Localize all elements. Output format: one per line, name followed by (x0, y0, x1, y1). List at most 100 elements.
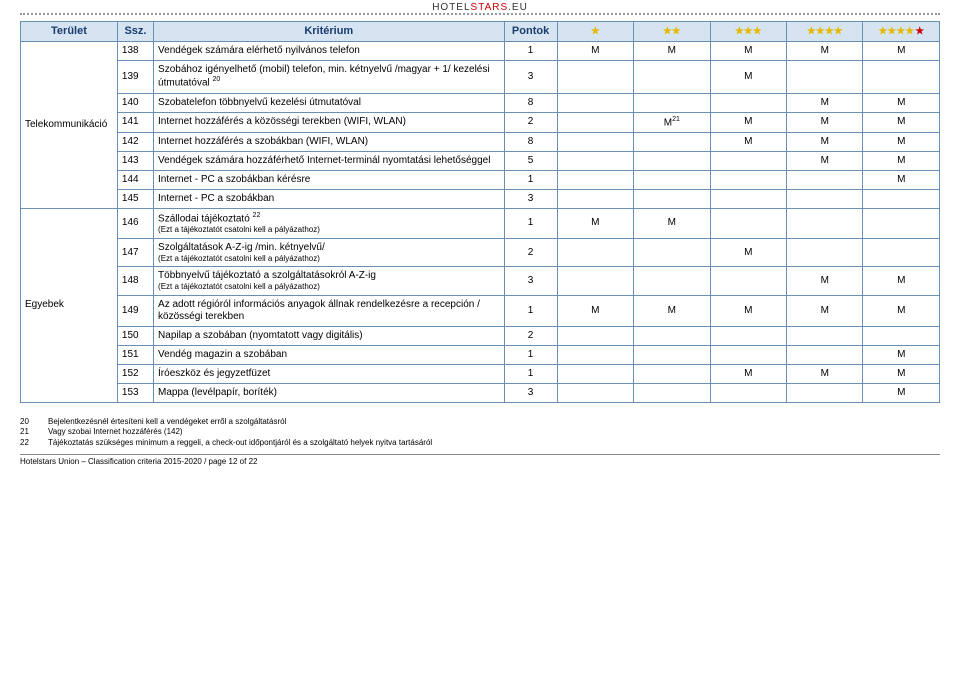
hdr-ssz: Ssz. (117, 22, 153, 42)
star-cell (557, 326, 633, 345)
criterion-cell: Íróeszköz és jegyzetfüzet (154, 364, 504, 383)
table-row: 139Szobához igényelhető (mobil) telefon,… (21, 61, 940, 93)
ssz-cell: 143 (117, 151, 153, 170)
footnotes: 20Bejelentkezésnél értesíteni kell a ven… (20, 417, 940, 448)
points-cell: 5 (504, 151, 557, 170)
star-cell (634, 345, 710, 364)
table-header-row: Terület Ssz. Kritérium Pontok ★ ★★ ★★★ ★… (21, 22, 940, 42)
criterion-cell: Szobatelefon többnyelvű kezelési útmutat… (154, 93, 504, 112)
star-cell (710, 208, 786, 238)
points-cell: 3 (504, 189, 557, 208)
criterion-cell: Internet hozzáférés a közösségi terekben… (154, 112, 504, 132)
star-cell (557, 383, 633, 402)
table-row: 148Többnyelvű tájékoztató a szolgáltatás… (21, 267, 940, 296)
star-cell (634, 151, 710, 170)
criterion-cell: Többnyelvű tájékoztató a szolgáltatásokr… (154, 267, 504, 296)
star-cell: M (863, 112, 940, 132)
ssz-cell: 146 (117, 208, 153, 238)
criterion-cell: Internet - PC a szobákban (154, 189, 504, 208)
star-cell (863, 326, 940, 345)
logo-tld: .EU (508, 2, 528, 13)
star-cell (634, 326, 710, 345)
ssz-cell: 149 (117, 295, 153, 326)
ssz-cell: 147 (117, 238, 153, 267)
star-cell (557, 93, 633, 112)
table-row: 153Mappa (levélpapír, boríték)3M (21, 383, 940, 402)
logo-bar: HOTELSTARS.EU (20, 0, 940, 15)
table-row: 145Internet - PC a szobákban3 (21, 189, 940, 208)
logo: HOTELSTARS.EU (432, 2, 528, 13)
star-cell (634, 364, 710, 383)
star-cell: M (863, 295, 940, 326)
points-cell: 1 (504, 295, 557, 326)
footnote-row: 20Bejelentkezésnél értesíteni kell a ven… (20, 417, 940, 427)
star-cell (787, 208, 863, 238)
table-row: 143Vendégek számára hozzáférhető Interne… (21, 151, 940, 170)
star-cell (710, 93, 786, 112)
star-cell (787, 61, 863, 93)
star-cell: M (787, 132, 863, 151)
criterion-cell: Internet - PC a szobákban kérésre (154, 170, 504, 189)
star-cell (557, 112, 633, 132)
star-cell (863, 208, 940, 238)
criterion-cell: Az adott régióról információs anyagok ál… (154, 295, 504, 326)
star-cell: M (634, 295, 710, 326)
star-cell (557, 61, 633, 93)
star-cell (634, 267, 710, 296)
ssz-cell: 138 (117, 42, 153, 61)
star-cell (634, 383, 710, 402)
fn-text: Vagy szobai Internet hozzáférés (142) (48, 427, 183, 437)
star-cell: M21 (634, 112, 710, 132)
star-cell (710, 151, 786, 170)
star-cell (710, 170, 786, 189)
star-cell (787, 326, 863, 345)
star-cell (557, 132, 633, 151)
ssz-cell: 153 (117, 383, 153, 402)
table-row: 149Az adott régióról információs anyagok… (21, 295, 940, 326)
area-cell-egyebek: Egyebek (21, 208, 118, 402)
star-cell: M (634, 208, 710, 238)
star-cell (634, 132, 710, 151)
star-cell: M (863, 151, 940, 170)
table-row: 150Napilap a szobában (nyomtatott vagy d… (21, 326, 940, 345)
page: Terület Ssz. Kritérium Pontok ★ ★★ ★★★ ★… (0, 21, 960, 466)
points-cell: 1 (504, 345, 557, 364)
ssz-cell: 145 (117, 189, 153, 208)
footnote-row: 21Vagy szobai Internet hozzáférés (142) (20, 427, 940, 437)
star-cell (787, 345, 863, 364)
star-cell (557, 189, 633, 208)
star-cell: M (787, 267, 863, 296)
star-cell (634, 238, 710, 267)
table-row: 141Internet hozzáférés a közösségi terek… (21, 112, 940, 132)
star-cell (710, 267, 786, 296)
star-cell: M (863, 383, 940, 402)
star-cell: M (634, 42, 710, 61)
points-cell: 1 (504, 364, 557, 383)
criterion-cell: Szolgáltatások A-Z-ig /min. kétnyelvű/(E… (154, 238, 504, 267)
table-row: Egyebek146Szállodai tájékoztató 22(Ezt a… (21, 208, 940, 238)
criterion-cell: Vendég magazin a szobában (154, 345, 504, 364)
points-cell: 8 (504, 132, 557, 151)
star-cell: M (863, 93, 940, 112)
ssz-cell: 144 (117, 170, 153, 189)
ssz-cell: 148 (117, 267, 153, 296)
criterion-cell: Vendégek számára hozzáférhető Internet-t… (154, 151, 504, 170)
star-cell (634, 93, 710, 112)
star-cell: M (787, 112, 863, 132)
star-cell (863, 189, 940, 208)
star-cell: M (863, 170, 940, 189)
ssz-cell: 139 (117, 61, 153, 93)
star-cell: M (863, 42, 940, 61)
star-cell: M (787, 364, 863, 383)
star-cell (634, 61, 710, 93)
fn-num: 22 (20, 438, 38, 448)
star-cell: M (863, 132, 940, 151)
table-row: 142Internet hozzáférés a szobákban (WIFI… (21, 132, 940, 151)
hdr-star-2: ★★ (634, 22, 710, 42)
star-cell (634, 189, 710, 208)
points-cell: 1 (504, 42, 557, 61)
ssz-cell: 142 (117, 132, 153, 151)
points-cell: 3 (504, 267, 557, 296)
table-row: 144Internet - PC a szobákban kérésre1M (21, 170, 940, 189)
criterion-cell: Internet hozzáférés a szobákban (WIFI, W… (154, 132, 504, 151)
